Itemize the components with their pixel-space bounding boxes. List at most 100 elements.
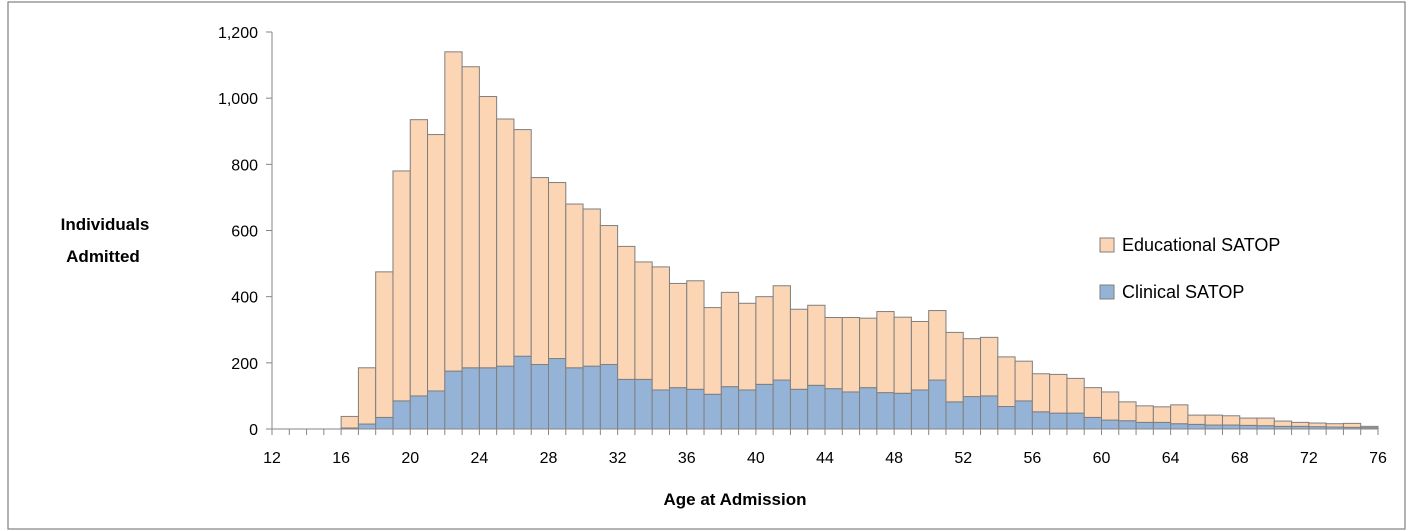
- bar-educational-age-41: [772, 285, 791, 381]
- bar-clinical-age-45: [841, 391, 861, 430]
- x-tick-label-52: 52: [954, 450, 972, 467]
- bar-clinical-age-22: [444, 370, 463, 430]
- bar-educational-age-50: [928, 310, 947, 381]
- x-axis-title: Age at Admission: [664, 490, 807, 509]
- bar-clinical-age-67: [1221, 424, 1241, 430]
- bar-clinical-age-44: [824, 388, 843, 430]
- y-axis-title-line-2: Admitted: [66, 247, 140, 266]
- bar-clinical-age-28: [548, 358, 567, 430]
- bar-clinical-age-26: [513, 355, 532, 430]
- bar-clinical-age-58: [1066, 412, 1085, 430]
- bar-educational-age-66: [1204, 414, 1223, 426]
- bar-clinical-age-55: [1014, 400, 1033, 430]
- bar-educational-age-55: [1014, 360, 1033, 402]
- y-tick-label-1200: 1,200: [218, 25, 258, 42]
- x-tick-label-32: 32: [609, 450, 627, 467]
- legend-label-educational-satop: Educational SATOP: [1122, 235, 1280, 255]
- bar-clinical-age-48: [893, 392, 912, 430]
- bars-group: [340, 51, 1379, 430]
- bar-educational-age-62: [1135, 405, 1154, 423]
- bar-clinical-age-24: [478, 367, 498, 430]
- bar-clinical-age-60: [1101, 419, 1120, 430]
- bar-clinical-age-42: [789, 388, 809, 430]
- bar-educational-age-34: [651, 266, 670, 391]
- bar-educational-age-70: [1273, 420, 1293, 427]
- bar-clinical-age-61: [1118, 420, 1137, 430]
- bar-educational-age-57: [1049, 373, 1068, 414]
- bar-clinical-age-25: [496, 365, 515, 430]
- bar-clinical-age-27: [530, 363, 549, 430]
- bar-clinical-age-47: [876, 392, 895, 430]
- bar-educational-age-52: [962, 338, 982, 398]
- bar-clinical-age-39: [738, 389, 757, 430]
- bar-educational-age-53: [980, 336, 999, 397]
- bar-clinical-age-32: [617, 378, 636, 430]
- bar-clinical-age-53: [980, 395, 999, 430]
- bar-educational-age-30: [582, 208, 601, 367]
- y-tick-label-200: 200: [231, 356, 258, 373]
- bar-clinical-age-18: [375, 416, 394, 430]
- bar-educational-age-47: [876, 311, 895, 394]
- bar-clinical-age-34: [651, 389, 670, 430]
- bar-educational-age-61: [1118, 401, 1137, 422]
- bar-clinical-age-56: [1031, 411, 1051, 430]
- bar-clinical-age-52: [962, 396, 982, 430]
- bar-clinical-age-49: [910, 389, 930, 430]
- bar-clinical-age-31: [599, 363, 619, 430]
- bar-clinical-age-37: [703, 393, 722, 430]
- bar-clinical-age-36: [686, 388, 705, 430]
- bar-educational-age-40: [755, 296, 774, 385]
- axes-group: 0 200 400 600 800 1,000 1,200 12 16 20 24 28 32 36 40 4…: [218, 25, 1387, 467]
- bar-clinical-age-19: [392, 400, 411, 430]
- bar-educational-age-69: [1256, 417, 1275, 427]
- bar-educational-age-44: [824, 317, 843, 390]
- bar-educational-age-19: [392, 170, 411, 402]
- bar-educational-age-31: [599, 225, 619, 365]
- bar-educational-age-21: [427, 134, 446, 392]
- x-tick-label-76: 76: [1369, 450, 1387, 467]
- bar-educational-age-17: [357, 367, 377, 425]
- bar-educational-age-20: [409, 119, 429, 397]
- bar-educational-age-35: [668, 282, 688, 389]
- legend: Educational SATOP Clinical SATOP: [1099, 235, 1280, 302]
- x-tick-label-64: 64: [1162, 450, 1180, 467]
- chart-frame: [7, 1, 1406, 530]
- bar-educational-age-71: [1291, 421, 1310, 427]
- bar-educational-age-58: [1066, 377, 1085, 414]
- y-tick-label-0: 0: [249, 422, 258, 439]
- y-axis-title-line-1: Individuals: [61, 215, 150, 234]
- bar-educational-age-16: [340, 415, 359, 429]
- bar-educational-age-51: [945, 331, 964, 403]
- bar-educational-age-22: [444, 51, 463, 372]
- bar-clinical-age-40: [755, 383, 774, 430]
- bar-educational-age-38: [720, 291, 740, 388]
- x-tick-label-56: 56: [1023, 450, 1041, 467]
- bar-educational-age-23: [461, 66, 480, 369]
- x-tick-label-60: 60: [1093, 450, 1111, 467]
- bar-clinical-age-29: [565, 367, 584, 430]
- bar-educational-age-32: [617, 245, 636, 380]
- y-tick-label-1000: 1,000: [218, 91, 258, 108]
- bar-clinical-age-62: [1135, 421, 1154, 430]
- bar-clinical-age-41: [772, 379, 791, 430]
- bar-clinical-age-35: [668, 387, 688, 430]
- bar-clinical-age-59: [1083, 416, 1102, 430]
- bar-educational-age-67: [1221, 415, 1241, 426]
- bar-clinical-age-54: [997, 406, 1016, 430]
- bar-clinical-age-68: [1239, 424, 1258, 430]
- x-tick-label-72: 72: [1300, 450, 1318, 467]
- bar-clinical-age-65: [1187, 423, 1206, 430]
- bar-educational-age-18: [375, 271, 394, 418]
- bar-clinical-age-23: [461, 367, 480, 430]
- x-tick-label-28: 28: [540, 450, 558, 467]
- bar-educational-age-26: [513, 129, 532, 357]
- x-tick-label-12: 12: [263, 450, 281, 467]
- bar-clinical-age-57: [1049, 412, 1068, 430]
- bar-educational-age-43: [807, 304, 826, 386]
- bar-clinical-age-30: [582, 365, 601, 430]
- bar-educational-age-45: [841, 317, 861, 393]
- bar-educational-age-39: [738, 302, 757, 391]
- bar-clinical-age-21: [427, 390, 446, 430]
